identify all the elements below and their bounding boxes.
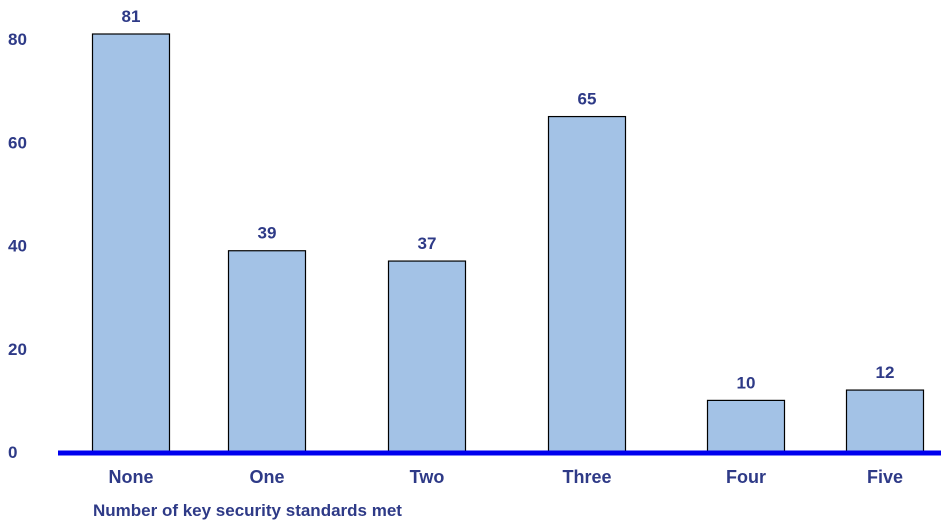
bars (91, 33, 925, 453)
category-labels: None One Two Three Four Five (109, 467, 904, 487)
bar (845, 389, 925, 453)
bar-value-label: 39 (258, 224, 277, 243)
bar (387, 260, 467, 453)
x-axis-title: Number of key security standards met (93, 501, 402, 520)
bar (547, 115, 627, 453)
y-tick-label: 80 (8, 30, 27, 49)
bar-value-label: 10 (737, 373, 756, 392)
y-tick-label: 0 (8, 443, 17, 462)
category-label: Five (867, 467, 903, 487)
category-label: Four (726, 467, 766, 487)
bar-value-label: 12 (876, 363, 895, 382)
bar (227, 250, 307, 453)
bar-value-label: 65 (578, 90, 597, 109)
bar-value-label: 37 (418, 234, 437, 253)
bar (91, 33, 171, 453)
y-axis-ticks: 0 20 40 60 80 (8, 30, 27, 462)
bar (706, 399, 786, 453)
bar-value-label: 81 (122, 7, 141, 26)
category-label: Two (410, 467, 445, 487)
value-labels: 81 39 37 65 10 12 (122, 7, 895, 392)
y-tick-label: 60 (8, 133, 27, 152)
y-tick-label: 20 (8, 340, 27, 359)
category-label: Three (562, 467, 611, 487)
category-label: None (109, 467, 154, 487)
y-tick-label: 40 (8, 237, 27, 256)
category-label: One (249, 467, 284, 487)
